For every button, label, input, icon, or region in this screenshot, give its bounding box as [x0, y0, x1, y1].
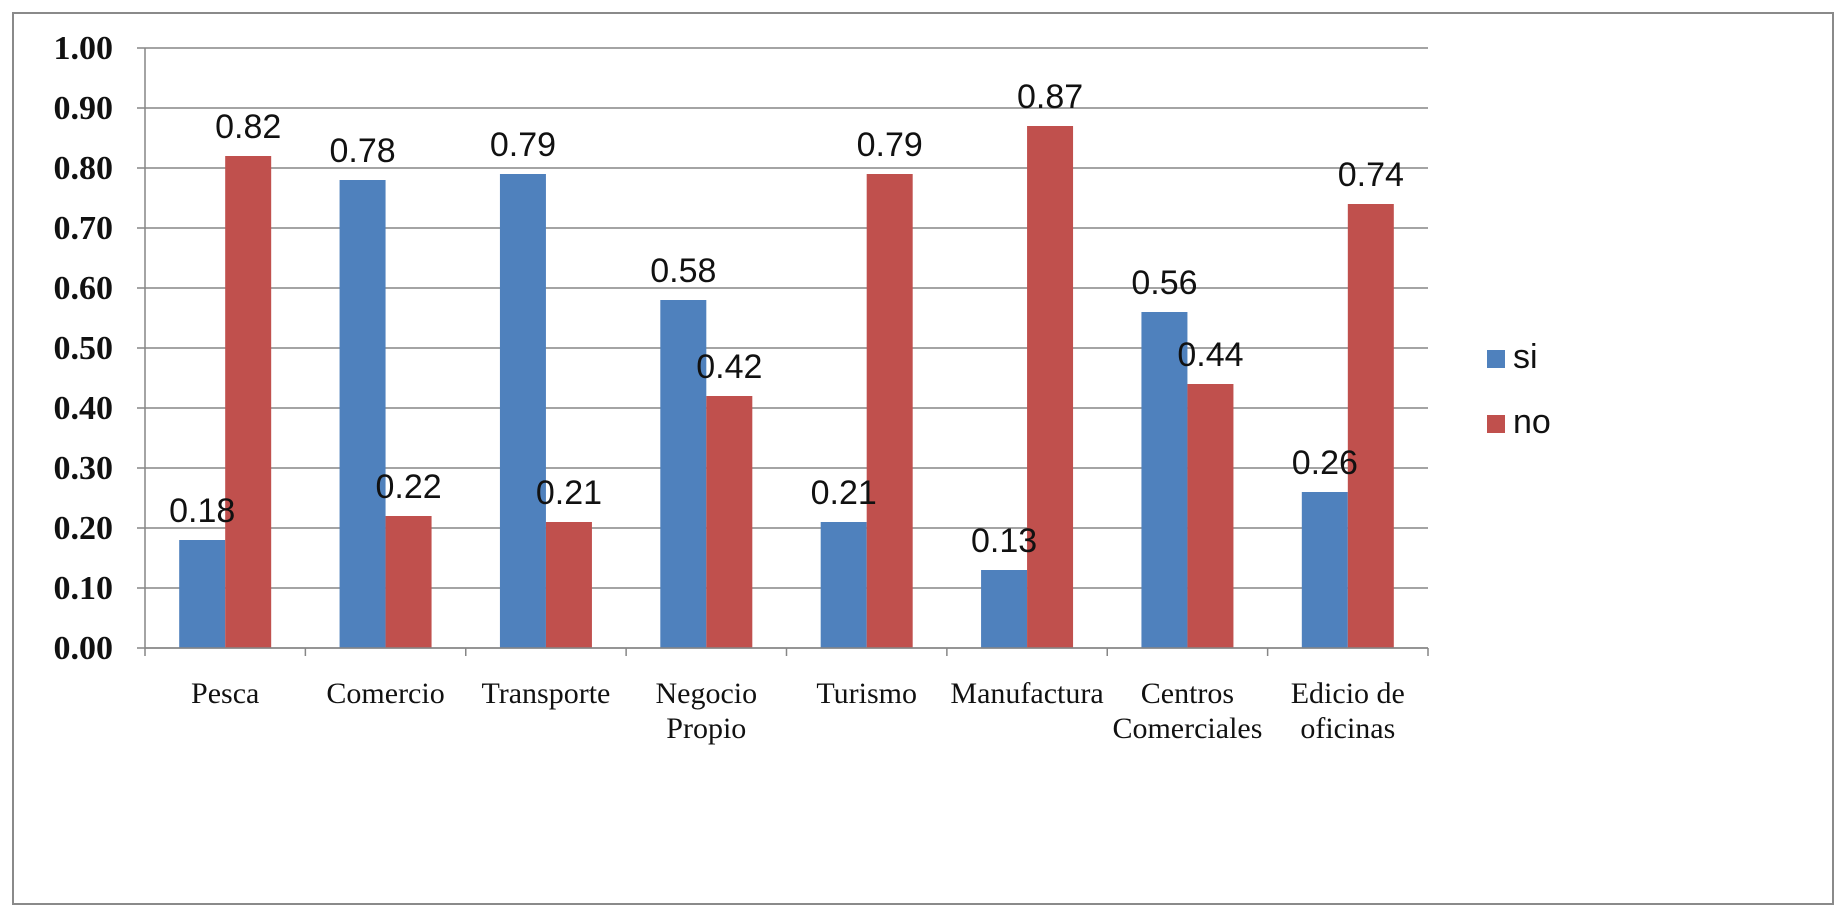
data-label-no-4: 0.79	[857, 126, 923, 164]
y-tick-label: 0.60	[54, 270, 114, 307]
data-labels: 0.18 0.82 0.78 0.22 0.79 0.21 0.58 0.42 0.21 0.79…	[169, 78, 1404, 560]
data-label-si-7: 0.26	[1292, 444, 1358, 482]
bar-si-6	[1141, 312, 1188, 648]
data-label-no-3: 0.42	[696, 348, 762, 386]
legend-label-no: no	[1513, 403, 1551, 441]
data-label-no-0: 0.82	[215, 108, 281, 146]
x-tick-label: Transporte	[481, 677, 610, 710]
bar-no-1	[385, 516, 432, 648]
bar-si-1	[339, 180, 386, 648]
data-label-no-5: 0.87	[1017, 78, 1083, 116]
data-label-si-2: 0.79	[490, 126, 556, 164]
data-label-no-6: 0.44	[1177, 336, 1243, 374]
x-tick-label: Centros	[1141, 677, 1234, 710]
legend-swatch-si	[1487, 350, 1505, 368]
y-tick-label: 0.70	[54, 210, 114, 247]
bar-no-7	[1347, 204, 1394, 648]
bars	[179, 126, 1394, 648]
x-tick-label: Manufactura	[950, 677, 1103, 710]
data-label-si-1: 0.78	[329, 132, 395, 170]
bar-si-0	[179, 540, 226, 648]
x-tick-label: Turismo	[816, 677, 917, 710]
bar-no-3	[706, 396, 753, 648]
bar-si-5	[981, 570, 1028, 648]
legend-label-si: si	[1513, 338, 1538, 376]
data-label-no-1: 0.22	[375, 468, 441, 506]
y-tick-label: 0.00	[54, 630, 114, 667]
data-label-si-5: 0.13	[971, 522, 1037, 560]
y-tick-label: 0.20	[54, 510, 114, 547]
x-tick-label: Comercio	[326, 677, 444, 710]
y-tick-label: 0.80	[54, 150, 114, 187]
bar-no-2	[545, 522, 592, 648]
x-tick-label: oficinas	[1300, 712, 1395, 745]
y-tick-label: 0.90	[54, 90, 114, 127]
data-label-si-4: 0.21	[811, 474, 877, 512]
data-label-no-2: 0.21	[536, 474, 602, 512]
data-label-si-3: 0.58	[650, 252, 716, 290]
legend: si no	[1487, 338, 1551, 441]
x-tick-label: Edicio de	[1291, 677, 1405, 710]
x-tick-label: Propio	[666, 712, 746, 745]
bar-no-6	[1187, 384, 1234, 648]
bar-si-2	[499, 174, 546, 648]
data-label-si-6: 0.56	[1131, 264, 1197, 302]
bar-no-5	[1027, 126, 1074, 648]
data-label-no-7: 0.74	[1338, 156, 1404, 194]
y-tick-label: 0.10	[54, 570, 114, 607]
chart-frame	[12, 12, 1834, 905]
bar-no-4	[866, 174, 913, 648]
x-tick-label: Negocio	[655, 677, 757, 710]
data-label-si-0: 0.18	[169, 492, 235, 530]
bar-no-0	[225, 156, 272, 648]
y-axis: 0.00 0.10 0.20 0.30 0.40 0.50 0.60 0.70 0.80 0.90…	[54, 30, 146, 667]
bar-si-7	[1301, 492, 1348, 648]
y-tick-label: 0.40	[54, 390, 114, 427]
bar-si-4	[820, 522, 867, 648]
x-tick-label: Comerciales	[1112, 712, 1262, 745]
bar-si-3	[660, 300, 707, 648]
legend-swatch-no	[1487, 415, 1505, 433]
x-tick-label: Pesca	[191, 677, 259, 710]
y-tick-label: 0.30	[54, 450, 114, 487]
y-tick-label: 0.50	[54, 330, 114, 367]
y-tick-label: 1.00	[54, 30, 114, 67]
